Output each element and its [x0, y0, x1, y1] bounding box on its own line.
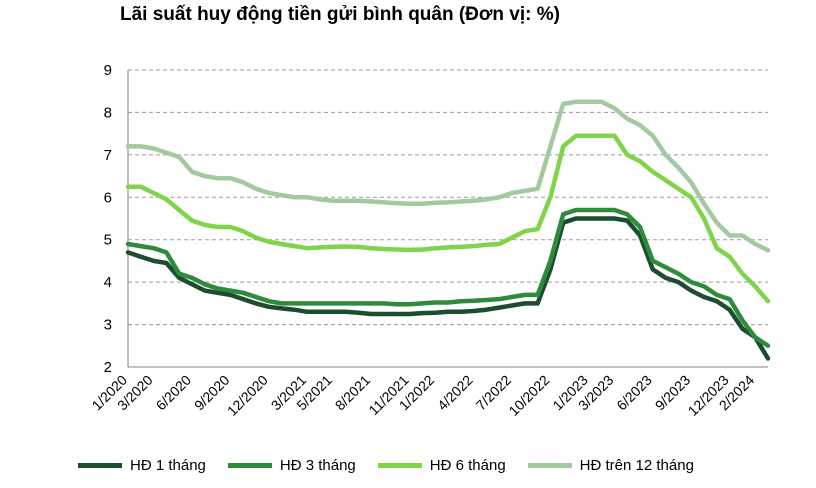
x-tick-label: 10/2022: [505, 372, 552, 419]
line-chart: 2 3 4 5 6 7 8 9 1/20203/20206/20209/202012/2020…: [89, 62, 771, 419]
legend-label: HĐ 6 tháng: [429, 457, 506, 474]
chart-title: Lãi suất huy động tiền gửi bình quân (Đơ…: [120, 4, 560, 25]
legend-item-1-thang: HĐ 1 tháng: [78, 457, 206, 474]
legend-swatch: [377, 463, 422, 468]
x-tick-label: 4/2022: [434, 372, 476, 414]
legend-swatch: [78, 463, 122, 468]
y-tick-label: 5: [104, 232, 112, 249]
y-tick-label: 8: [104, 104, 112, 121]
x-tick-labels: 1/20203/20206/20209/202012/20203/20215/2…: [89, 372, 758, 419]
x-tick-label: 6/2020: [153, 372, 195, 414]
y-tick-label: 6: [104, 189, 112, 206]
y-tick-label: 2: [104, 359, 112, 376]
series-line-4: [125, 99, 771, 253]
y-tick-label: 3: [104, 317, 112, 334]
y-tick-labels: 2 3 4 5 6 7 8 9: [104, 62, 112, 376]
legend-label: HĐ trên 12 tháng: [579, 457, 694, 474]
gridlines: [128, 69, 768, 326]
series-line-2: [125, 207, 771, 349]
legend-item-tren-12-thang: HĐ trên 12 tháng: [527, 457, 694, 474]
legend-item-3-thang: HĐ 3 tháng: [227, 457, 356, 474]
legend-swatch: [227, 463, 272, 468]
legend-item-6-thang: HĐ 6 tháng: [377, 457, 506, 474]
axes: [127, 70, 768, 368]
x-tick-label: 12/2020: [224, 372, 271, 419]
y-tick-label: 9: [104, 62, 112, 79]
x-tick-label: 6/2023: [613, 372, 655, 414]
y-tick-label: 7: [104, 147, 112, 164]
legend: HĐ 1 tháng HĐ 3 tháng HĐ 6 tháng HĐ trên…: [78, 457, 694, 474]
legend-label: HĐ 3 tháng: [279, 457, 356, 474]
series-line-1: [125, 216, 771, 361]
series-lines: [125, 99, 771, 361]
legend-swatch: [527, 463, 572, 468]
series-line-3: [125, 133, 771, 304]
y-tick-label: 4: [104, 274, 112, 291]
legend-label: HĐ 1 tháng: [130, 457, 206, 474]
